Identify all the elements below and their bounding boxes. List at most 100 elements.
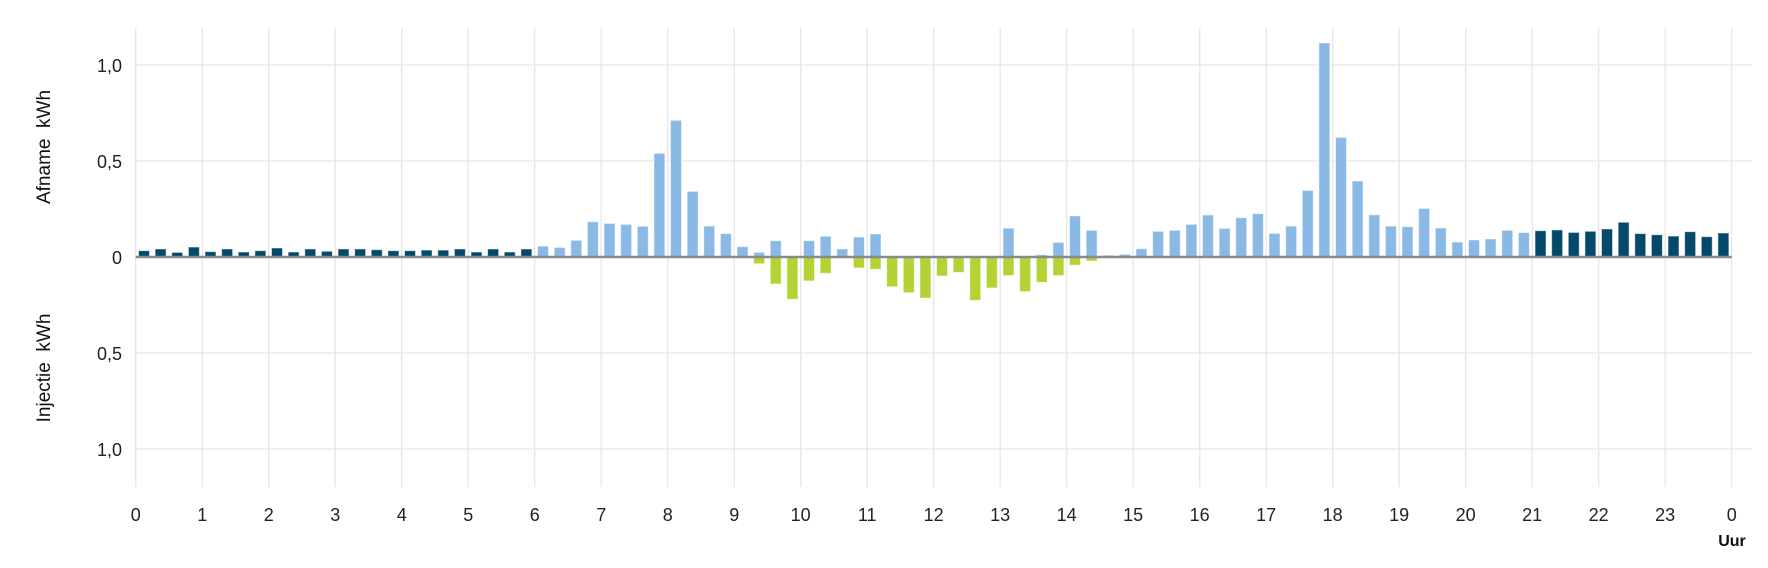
bar-afname (1152, 230, 1165, 258)
bar-afname (586, 221, 599, 258)
x-tick-label: 22 (1589, 505, 1609, 525)
x-tick-label: 5 (463, 505, 473, 525)
bar-afname (1318, 42, 1331, 258)
bar-afname (1650, 234, 1663, 258)
bars (138, 42, 1730, 301)
bar-afname (1567, 231, 1580, 258)
bar-afname (1351, 180, 1364, 258)
x-tick-label: 23 (1655, 505, 1675, 525)
bar-afname (1185, 223, 1198, 258)
x-tick-label: 8 (663, 505, 673, 525)
bar-afname (1684, 231, 1697, 258)
y-axis-ticks: 1,0 0,5 0 0,5 1,0 (97, 56, 122, 460)
bar-injectie (985, 256, 998, 289)
bar-injectie (852, 256, 865, 269)
bar-injectie (969, 256, 982, 301)
bar-afname (852, 236, 865, 258)
bar-afname (1268, 232, 1281, 258)
bar-afname (819, 235, 832, 258)
bar-injectie (819, 256, 832, 274)
bar-afname (603, 222, 616, 258)
bar-afname (1202, 214, 1215, 258)
x-tick-label: 17 (1256, 505, 1276, 525)
x-tick-label: 9 (729, 505, 739, 525)
x-tick-label: 12 (924, 505, 944, 525)
bar-afname (537, 245, 550, 258)
bar-afname (620, 223, 633, 258)
x-tick-label: 11 (858, 505, 877, 525)
y-tick-label: 1,0 (97, 56, 122, 76)
bar-afname (187, 246, 200, 258)
bar-afname (1517, 232, 1530, 258)
x-tick-label: 21 (1522, 505, 1542, 525)
bar-afname (1468, 239, 1481, 258)
x-axis-ticks: 0 1 2 3 4 5 6 7 8 9 10 11 12 13 14 15 16 17 18 19 20 21 22 23 0 (131, 505, 1737, 525)
bar-afname (1717, 232, 1730, 258)
x-tick-label: 3 (330, 505, 340, 525)
x-tick-label: 19 (1389, 505, 1409, 525)
bar-afname (1700, 236, 1713, 258)
x-tick-label: 2 (264, 505, 274, 525)
bar-afname (1434, 227, 1447, 258)
bar-injectie (769, 256, 782, 285)
bar-afname (1218, 227, 1231, 258)
y-axis-label-afname: Afname kWh (34, 90, 55, 204)
bar-injectie (1019, 256, 1032, 293)
y-tick-label: 0,5 (97, 344, 122, 364)
bar-afname (803, 240, 816, 258)
x-tick-label: 14 (1057, 505, 1077, 525)
bar-afname (769, 240, 782, 258)
bar-afname (1251, 213, 1264, 258)
bar-injectie (869, 256, 882, 270)
bar-afname (653, 152, 666, 258)
bar-injectie (1035, 256, 1048, 283)
bar-afname (1401, 226, 1414, 258)
bar-afname (1534, 230, 1547, 258)
bar-injectie (1052, 256, 1065, 277)
bar-injectie (1002, 256, 1015, 277)
bar-afname (1285, 225, 1298, 258)
bar-afname (736, 246, 749, 258)
bar-afname (670, 119, 683, 258)
bar-afname (1634, 233, 1647, 258)
bar-injectie (786, 256, 799, 300)
bar-afname (1484, 238, 1497, 258)
x-tick-label: 0 (1727, 505, 1737, 525)
bar-afname (271, 247, 284, 258)
x-tick-label: 0 (131, 505, 141, 525)
y-tick-label: 0,5 (97, 152, 122, 172)
bar-afname (1617, 221, 1630, 258)
x-tick-label: 18 (1323, 505, 1343, 525)
x-tick-label: 20 (1456, 505, 1476, 525)
bar-injectie (952, 256, 965, 273)
bar-afname (1168, 229, 1181, 258)
bar-afname (1335, 136, 1348, 258)
bar-afname (1418, 207, 1431, 258)
bar-afname (1601, 228, 1614, 258)
bar-afname (1384, 225, 1397, 258)
y-tick-label: 0 (112, 248, 122, 268)
x-tick-label: 4 (397, 505, 407, 525)
x-tick-label: 1 (197, 505, 207, 525)
x-tick-label: 15 (1123, 505, 1143, 525)
bar-afname (1551, 229, 1564, 258)
bar-injectie (902, 256, 915, 294)
bar-afname (1451, 241, 1464, 258)
bar-afname (1069, 215, 1082, 258)
bar-injectie (886, 256, 899, 288)
bar-afname (869, 233, 882, 258)
bar-afname (1002, 227, 1015, 258)
bar-afname (1368, 214, 1381, 258)
bar-afname (1085, 229, 1098, 258)
bar-afname (1667, 235, 1680, 258)
bar-afname (553, 246, 566, 258)
bar-afname (1501, 229, 1514, 258)
y-axis-label-injectie: Injectie kWh (34, 314, 55, 423)
bar-afname (1584, 230, 1597, 258)
x-tick-label: 16 (1190, 505, 1210, 525)
bar-afname (1301, 189, 1314, 258)
x-tick-label: 10 (791, 505, 811, 525)
bar-afname (703, 225, 716, 258)
bar-afname (636, 225, 649, 258)
x-axis-label: Uur (1718, 533, 1746, 550)
